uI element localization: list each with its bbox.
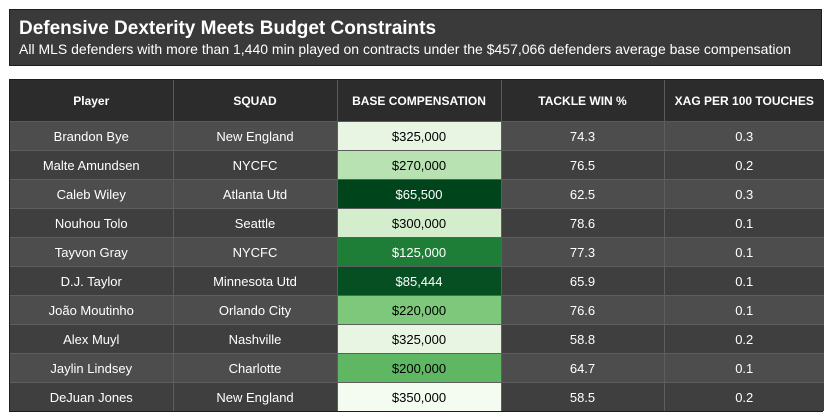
table-row: Jaylin Lindsey Charlotte $200,000 64.7 0.1 bbox=[10, 353, 824, 383]
column-header-squad: SQUAD bbox=[173, 80, 338, 122]
player-cell: Alex Muyl bbox=[10, 324, 174, 354]
player-cell: D.J. Taylor bbox=[10, 266, 174, 296]
tackle-win-cell: 77.3 bbox=[501, 237, 665, 267]
xag-cell: 0.2 bbox=[664, 382, 824, 411]
xag-cell: 0.1 bbox=[664, 266, 824, 296]
base-compensation-cell: $200,000 bbox=[337, 353, 502, 383]
column-header-xag: XAG PER 100 TOUCHES bbox=[664, 80, 824, 122]
squad-cell: Nashville bbox=[173, 324, 338, 354]
tackle-win-cell: 76.6 bbox=[501, 295, 665, 325]
xag-cell: 0.1 bbox=[664, 295, 824, 325]
data-table: Player SQUAD BASE COMPENSATION TACKLE WI… bbox=[9, 79, 824, 412]
base-compensation-cell: $125,000 bbox=[337, 237, 502, 267]
player-cell: DeJuan Jones bbox=[10, 382, 174, 411]
tackle-win-cell: 65.9 bbox=[501, 266, 665, 296]
player-cell: João Moutinho bbox=[10, 295, 174, 325]
player-cell: Brandon Bye bbox=[10, 121, 174, 151]
xag-cell: 0.3 bbox=[664, 121, 824, 151]
base-compensation-cell: $350,000 bbox=[337, 382, 502, 411]
table-row: Tayvon Gray NYCFC $125,000 77.3 0.1 bbox=[10, 237, 824, 267]
xag-cell: 0.1 bbox=[664, 208, 824, 238]
squad-cell: Minnesota Utd bbox=[173, 266, 338, 296]
column-header-tackle-win: TACKLE WIN % bbox=[501, 80, 665, 122]
squad-cell: Atlanta Utd bbox=[173, 179, 338, 209]
squad-cell: Orlando City bbox=[173, 295, 338, 325]
squad-cell: NYCFC bbox=[173, 237, 338, 267]
tackle-win-cell: 76.5 bbox=[501, 150, 665, 180]
tackle-win-cell: 74.3 bbox=[501, 121, 665, 151]
table-header-row: Player SQUAD BASE COMPENSATION TACKLE WI… bbox=[10, 80, 824, 122]
tackle-win-cell: 78.6 bbox=[501, 208, 665, 238]
tackle-win-cell: 58.5 bbox=[501, 382, 665, 411]
tackle-win-cell: 64.7 bbox=[501, 353, 665, 383]
table-row: Nouhou Tolo Seattle $300,000 78.6 0.1 bbox=[10, 208, 824, 238]
base-compensation-cell: $300,000 bbox=[337, 208, 502, 238]
squad-cell: New England bbox=[173, 121, 338, 151]
table-row: Alex Muyl Nashville $325,000 58.8 0.2 bbox=[10, 324, 824, 354]
table-row: Brandon Bye New England $325,000 74.3 0.3 bbox=[10, 121, 824, 151]
player-cell: Caleb Wiley bbox=[10, 179, 174, 209]
table-row: Caleb Wiley Atlanta Utd $65,500 62.5 0.3 bbox=[10, 179, 824, 209]
column-header-player: Player bbox=[10, 80, 174, 122]
xag-cell: 0.1 bbox=[664, 353, 824, 383]
base-compensation-cell: $270,000 bbox=[337, 150, 502, 180]
squad-cell: Seattle bbox=[173, 208, 338, 238]
base-compensation-cell: $325,000 bbox=[337, 121, 502, 151]
xag-cell: 0.2 bbox=[664, 150, 824, 180]
table-row: D.J. Taylor Minnesota Utd $85,444 65.9 0.1 bbox=[10, 266, 824, 296]
table-row: João Moutinho Orlando City $220,000 76.6 0.1 bbox=[10, 295, 824, 325]
xag-cell: 0.3 bbox=[664, 179, 824, 209]
chart-title: Defensive Dexterity Meets Budget Constra… bbox=[19, 18, 437, 39]
base-compensation-cell: $65,500 bbox=[337, 179, 502, 209]
title-banner: Defensive Dexterity Meets Budget Constra… bbox=[9, 9, 822, 66]
squad-cell: Charlotte bbox=[173, 353, 338, 383]
player-cell: Jaylin Lindsey bbox=[10, 353, 174, 383]
squad-cell: New England bbox=[173, 382, 338, 411]
table-row: Malte Amundsen NYCFC $270,000 76.5 0.2 bbox=[10, 150, 824, 180]
player-cell: Tayvon Gray bbox=[10, 237, 174, 267]
base-compensation-cell: $325,000 bbox=[337, 324, 502, 354]
chart-subtitle: All MLS defenders with more than 1,440 m… bbox=[19, 41, 792, 57]
xag-cell: 0.1 bbox=[664, 237, 824, 267]
table-row: DeJuan Jones New England $350,000 58.5 0.2 bbox=[10, 382, 824, 411]
tackle-win-cell: 62.5 bbox=[501, 179, 665, 209]
tackle-win-cell: 58.8 bbox=[501, 324, 665, 354]
base-compensation-cell: $85,444 bbox=[337, 266, 502, 296]
xag-cell: 0.2 bbox=[664, 324, 824, 354]
squad-cell: NYCFC bbox=[173, 150, 338, 180]
base-compensation-cell: $220,000 bbox=[337, 295, 502, 325]
column-header-base-compensation: BASE COMPENSATION bbox=[337, 80, 502, 122]
player-cell: Nouhou Tolo bbox=[10, 208, 174, 238]
player-cell: Malte Amundsen bbox=[10, 150, 174, 180]
